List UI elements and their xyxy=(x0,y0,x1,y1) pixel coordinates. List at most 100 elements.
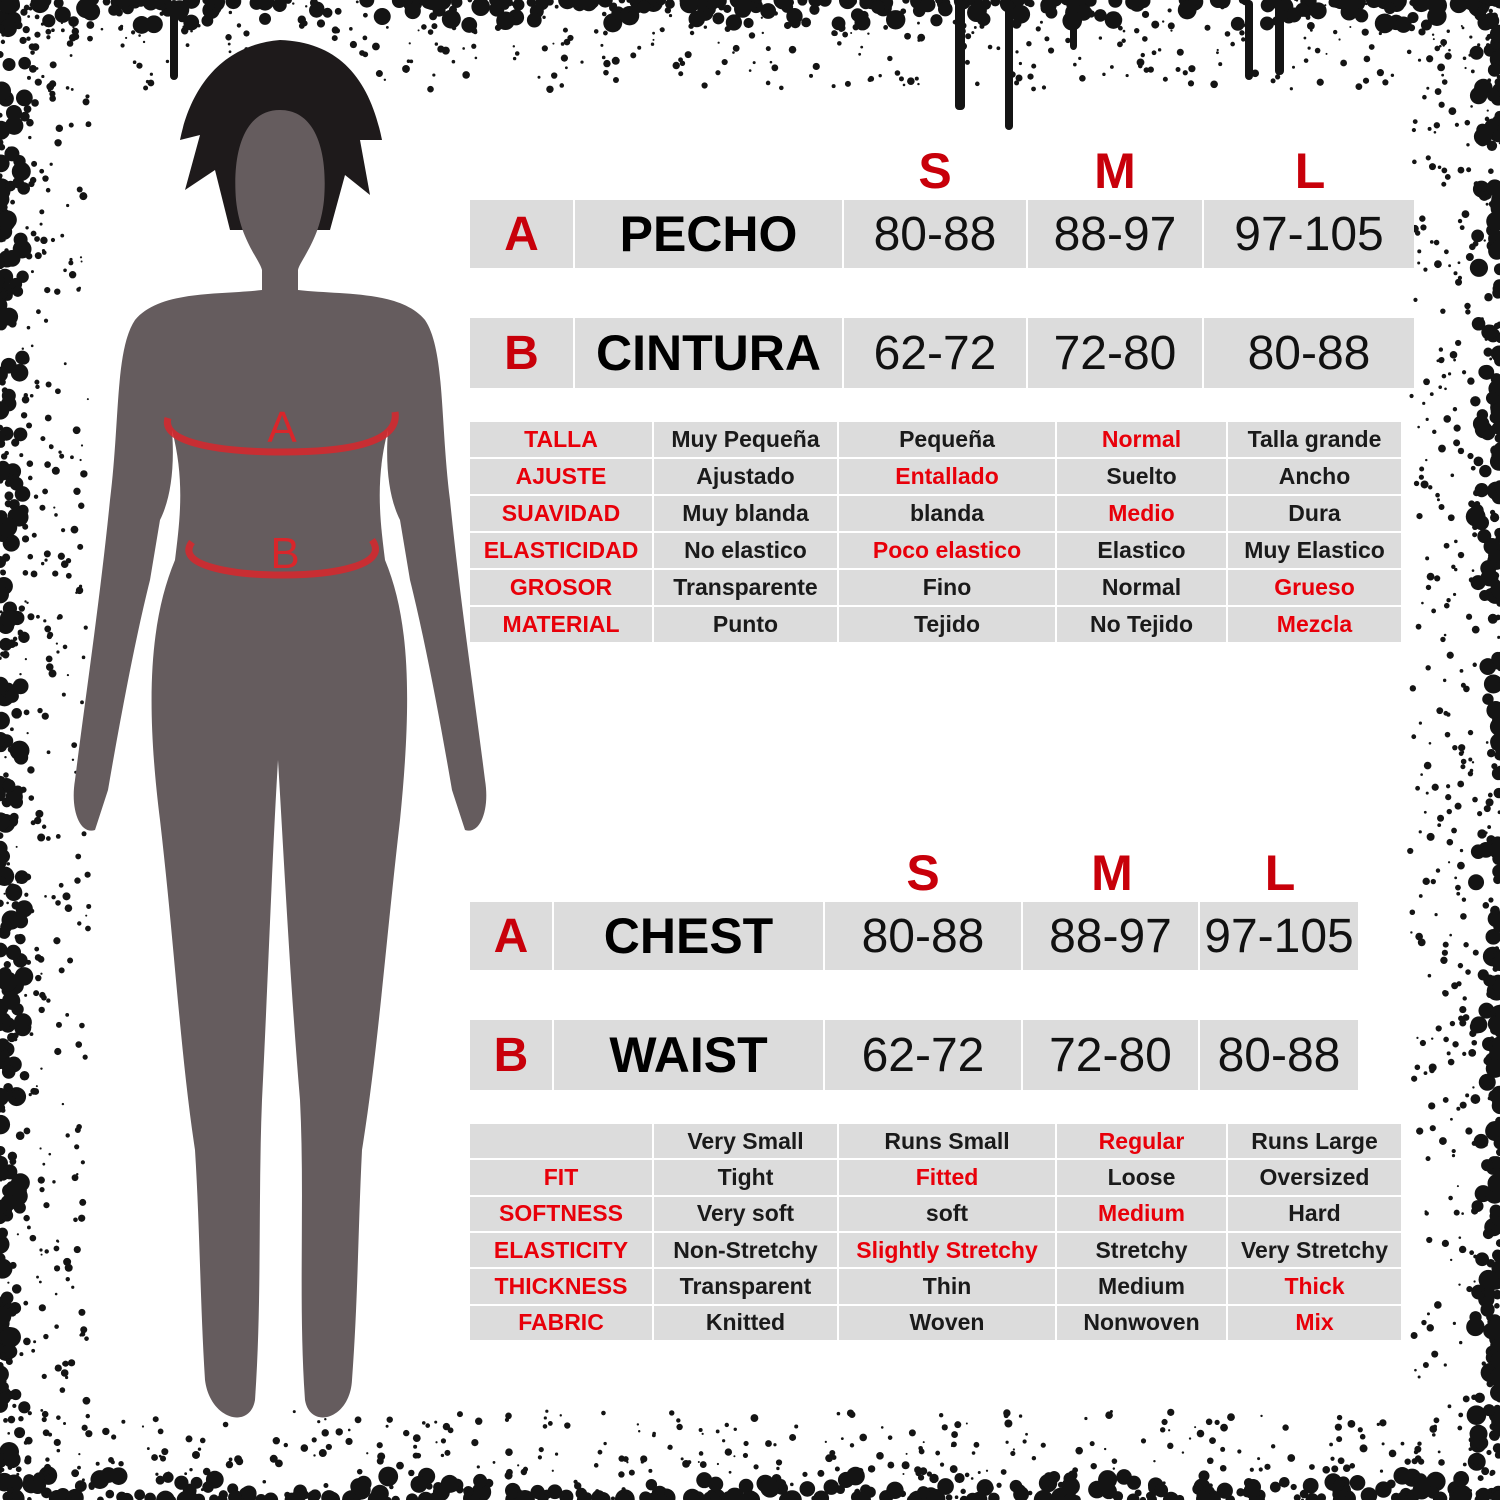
splatter-dot xyxy=(1485,1121,1500,1142)
splatter-dot xyxy=(1428,485,1433,490)
splatter-dot xyxy=(350,1478,367,1495)
detail-cell: Ancho xyxy=(1228,459,1401,494)
splatter-dot xyxy=(1,1065,16,1079)
splatter-dot xyxy=(35,384,40,390)
splatter-dot xyxy=(15,89,33,107)
splatter-dot xyxy=(1484,116,1490,122)
splatter-dot xyxy=(243,30,250,37)
splatter-dot xyxy=(1480,1302,1495,1317)
splatter-dot xyxy=(926,1471,932,1477)
splatter-dot xyxy=(34,78,42,86)
detail-row: ELASTICIDAD No elastico Poco elastico Elast… xyxy=(470,533,1401,568)
splatter-dot xyxy=(105,1489,115,1499)
value-l: 97-105 xyxy=(1200,902,1358,970)
splatter-dot xyxy=(1013,1486,1029,1500)
splatter-dot xyxy=(451,59,456,64)
measurement-row-waist: B WAIST 62-72 72-80 80-88 xyxy=(470,1020,1358,1090)
splatter-dot xyxy=(622,1456,629,1462)
splatter-dot xyxy=(30,270,34,274)
splatter-dot xyxy=(7,1281,10,1284)
splatter-dot xyxy=(16,1233,20,1236)
detail-row: FIT Tight Fitted Loose Oversized xyxy=(470,1160,1401,1195)
splatter-dot xyxy=(9,1158,17,1165)
splatter-dot xyxy=(27,553,34,560)
splatter-dot xyxy=(697,1461,700,1463)
splatter-dot xyxy=(182,25,186,29)
value-s: 62-72 xyxy=(844,318,1026,388)
splatter-dot xyxy=(417,1491,434,1500)
splatter-dot xyxy=(937,1,953,17)
splatter-dot xyxy=(1492,571,1500,580)
splatter-dot xyxy=(6,901,9,905)
splatter-dot xyxy=(1454,876,1458,880)
splatter-dot xyxy=(144,1492,156,1500)
splatter-dot xyxy=(141,1425,145,1428)
splatter-dot xyxy=(945,1494,953,1500)
splatter-dot xyxy=(0,203,8,211)
splatter-dot xyxy=(12,636,18,641)
splatter-dot xyxy=(1486,179,1500,197)
splatter-dot xyxy=(349,27,353,31)
splatter-dot xyxy=(492,1461,496,1464)
splatter-dot xyxy=(1477,1475,1484,1482)
splatter-dot xyxy=(1463,0,1480,11)
splatter-dot xyxy=(391,1495,400,1500)
detail-cell: Suelto xyxy=(1057,459,1226,494)
splatter-dot xyxy=(1170,29,1173,32)
splatter-dot xyxy=(838,24,846,32)
splatter-dot xyxy=(1349,1475,1366,1491)
splatter-dot xyxy=(284,1491,291,1498)
splatter-dot xyxy=(13,232,28,247)
splatter-dot xyxy=(1457,447,1465,455)
value-m: 72-80 xyxy=(1023,1020,1198,1090)
detail-cell: Non-Stretchy xyxy=(654,1232,837,1268)
splatter-dot xyxy=(1494,1451,1500,1459)
splatter-dot xyxy=(385,25,389,29)
splatter-dot xyxy=(51,894,56,900)
splatter-dot xyxy=(444,1449,451,1456)
splatter-dot xyxy=(225,1460,234,1469)
splatter-dot xyxy=(1449,0,1468,14)
splatter-dot xyxy=(1,387,8,394)
splatter-dot xyxy=(696,1472,713,1489)
splatter-dot xyxy=(73,487,81,496)
splatter-dot xyxy=(373,8,391,26)
splatter-dot xyxy=(520,1468,528,1476)
splatter-dot xyxy=(721,58,728,66)
splatter-dot xyxy=(434,1420,438,1424)
splatter-dot xyxy=(68,122,74,128)
splatter-dot xyxy=(142,0,159,11)
splatter-dot xyxy=(765,46,771,52)
splatter-dot xyxy=(1471,569,1475,572)
splatter-dot xyxy=(1443,542,1450,549)
splatter-dot xyxy=(1469,1029,1477,1038)
splatter-dot xyxy=(23,1214,30,1222)
splatter-dot xyxy=(57,614,63,620)
splatter-dot xyxy=(85,94,90,99)
splatter-dot xyxy=(626,1461,629,1464)
splatter-dot xyxy=(1493,322,1500,330)
splatter-dot xyxy=(1003,1413,1009,1419)
splatter-dot xyxy=(1040,0,1057,14)
splatter-dot xyxy=(1187,80,1195,87)
splatter-dot xyxy=(1451,1154,1456,1158)
splatter-dot xyxy=(0,1291,14,1305)
splatter-dot xyxy=(1321,5,1326,10)
splatter-dot xyxy=(40,1253,43,1256)
splatter-dot xyxy=(1433,122,1441,129)
splatter-dot xyxy=(311,1437,317,1443)
splatter-dot xyxy=(1466,1285,1473,1293)
splatter-dot xyxy=(1453,358,1456,362)
splatter-dot xyxy=(761,31,765,35)
splatter-dot xyxy=(1419,215,1426,222)
detail-cell: Tight xyxy=(654,1160,837,1195)
splatter-dot xyxy=(16,879,21,884)
splatter-dot xyxy=(750,1414,759,1422)
splatter-dot xyxy=(54,1324,59,1329)
splatter-dot xyxy=(848,0,858,6)
splatter-dot xyxy=(597,0,613,8)
splatter-dot xyxy=(512,45,516,48)
splatter-dot xyxy=(1044,1486,1051,1493)
splatter-dot xyxy=(31,1348,36,1353)
splatter-dot xyxy=(14,934,21,941)
